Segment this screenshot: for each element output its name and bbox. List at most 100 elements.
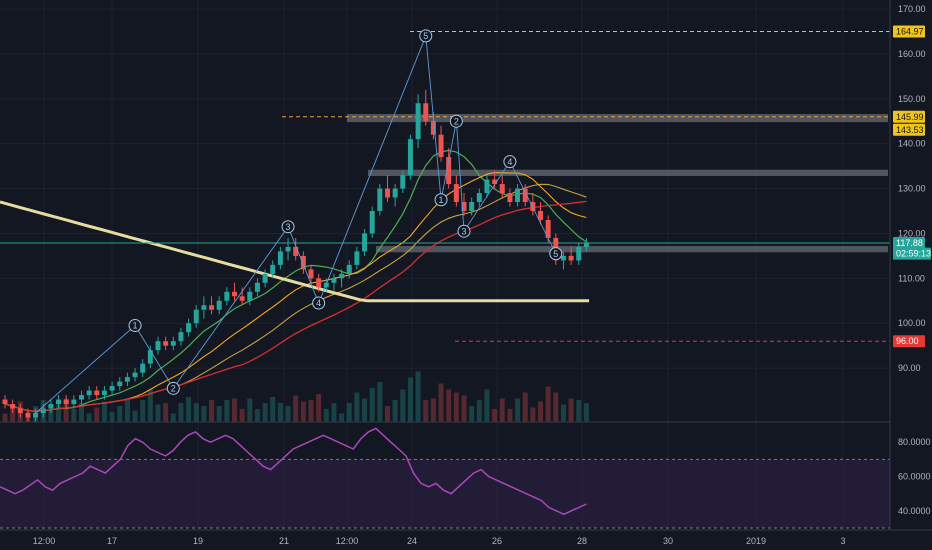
volume-bar (109, 412, 115, 422)
candle-body[interactable] (63, 399, 69, 405)
price-axis[interactable]: 90.00 100.00 110.00 120.00 130.00 140.00 150.0… (898, 4, 926, 373)
candle-body[interactable] (476, 193, 482, 203)
candle-body[interactable] (163, 341, 169, 346)
rsi-band-fill (0, 459, 890, 528)
price-tick-label: 140.00 (898, 139, 926, 149)
time-tick-label: 30 (663, 536, 673, 546)
candle-body[interactable] (446, 157, 452, 185)
candle-body[interactable] (48, 404, 54, 409)
candle-body[interactable] (507, 193, 513, 203)
candle-body[interactable] (285, 246, 291, 252)
candle-body[interactable] (193, 309, 199, 324)
time-tick-label: 17 (107, 536, 117, 546)
candle-body[interactable] (86, 390, 92, 396)
candle-body[interactable] (101, 390, 107, 396)
candle-body[interactable] (453, 184, 459, 203)
volume-bar (369, 388, 375, 422)
wave-path (425, 35, 557, 254)
candle-body[interactable] (224, 291, 230, 301)
candle-body[interactable] (2, 399, 8, 405)
candle-body[interactable] (377, 188, 383, 211)
time-axis[interactable]: 12:00 17 19 21 12:00 24 26 28 30 2019 3 (33, 536, 846, 546)
time-tick-label: 21 (279, 536, 289, 546)
candle-body[interactable] (339, 273, 345, 279)
candle-body[interactable] (308, 269, 314, 279)
candle-body[interactable] (79, 395, 84, 400)
candle-body[interactable] (530, 202, 536, 211)
candle-body[interactable] (346, 264, 352, 274)
candle-body[interactable] (492, 179, 498, 185)
candle-body[interactable] (277, 251, 283, 265)
candle-body[interactable] (270, 264, 276, 274)
candle-body[interactable] (538, 211, 543, 220)
candle-body[interactable] (430, 121, 436, 135)
candle-body[interactable] (415, 103, 421, 140)
volume-bar (385, 406, 390, 422)
candle-body[interactable] (522, 188, 528, 203)
zone-band (368, 169, 888, 176)
candle-body[interactable] (461, 202, 467, 211)
candle-body[interactable] (362, 233, 368, 252)
candle-body[interactable] (499, 184, 505, 194)
candle-body[interactable] (17, 408, 23, 414)
wave-label: 1 (133, 321, 138, 331)
candle-body[interactable] (33, 413, 39, 418)
candle-body[interactable] (423, 103, 429, 122)
volume-bar (331, 403, 337, 422)
candle-body[interactable] (331, 278, 337, 283)
candle-body[interactable] (484, 179, 490, 194)
wave-label: 2 (454, 116, 459, 126)
candle-body[interactable] (109, 386, 115, 391)
candle-body[interactable] (438, 134, 444, 158)
price-badge-text: 02:59:13 (896, 249, 931, 259)
candle-body[interactable] (239, 296, 245, 301)
candle-body[interactable] (300, 255, 306, 270)
volume-bar (63, 398, 69, 422)
candle-body[interactable] (515, 188, 521, 203)
volume-bar (101, 401, 107, 422)
candle-body[interactable] (560, 255, 566, 261)
candle-body[interactable] (247, 291, 253, 301)
candle-body[interactable] (155, 341, 161, 351)
candle-body[interactable] (140, 363, 146, 373)
candle-body[interactable] (385, 188, 390, 198)
candle-body[interactable] (56, 399, 62, 405)
wave-path (35, 35, 427, 414)
candle-body[interactable] (254, 282, 260, 292)
candle-body[interactable] (216, 300, 222, 310)
candle-body[interactable] (232, 291, 237, 297)
resistance-zones (347, 114, 888, 253)
wave-label: 3 (286, 222, 291, 232)
candle-body[interactable] (132, 372, 138, 378)
candle-body[interactable] (209, 305, 215, 310)
candle-body[interactable] (568, 255, 574, 261)
candle-body[interactable] (94, 390, 100, 396)
candle-body[interactable] (40, 408, 46, 414)
price-tick-label: 100.00 (898, 318, 926, 328)
candle-body[interactable] (407, 139, 413, 176)
candle-body[interactable] (124, 377, 130, 382)
candle-body[interactable] (201, 305, 207, 310)
candle-body[interactable] (71, 399, 77, 405)
candle-body[interactable] (147, 350, 153, 364)
volume-bar (262, 403, 268, 422)
candle-body[interactable] (293, 246, 299, 256)
candle-body[interactable] (25, 413, 31, 418)
candle-body[interactable] (400, 175, 406, 189)
candle-body[interactable] (186, 323, 192, 333)
candle-body[interactable] (117, 381, 123, 387)
candle-body[interactable] (262, 273, 268, 283)
candlesticks[interactable] (2, 89, 589, 422)
candle-body[interactable] (178, 332, 184, 342)
candle-body[interactable] (583, 242, 589, 247)
candle-body[interactable] (170, 341, 176, 346)
candle-body[interactable] (576, 246, 582, 261)
candle-body[interactable] (354, 251, 360, 265)
candle-body[interactable] (469, 202, 475, 211)
candle-body[interactable] (316, 278, 322, 288)
candle-body[interactable] (392, 188, 398, 198)
candle-body[interactable] (369, 211, 375, 234)
candle-body[interactable] (545, 219, 551, 238)
candle-body[interactable] (10, 404, 16, 409)
